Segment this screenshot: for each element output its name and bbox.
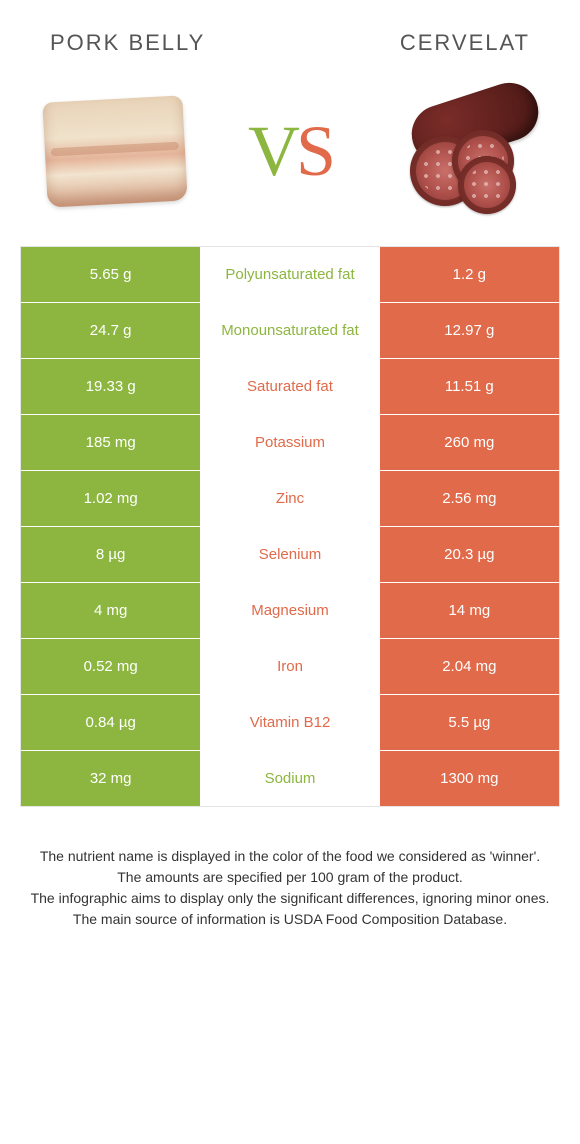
value-left: 0.52 mg xyxy=(21,639,200,694)
table-row: 0.52 mgIron2.04 mg xyxy=(21,638,559,694)
nutrient-label: Monounsaturated fat xyxy=(200,303,379,358)
value-left: 0.84 µg xyxy=(21,695,200,750)
header-row: Pork belly Cervelat xyxy=(20,20,560,66)
table-row: 185 mgPotassium260 mg xyxy=(21,414,559,470)
vs-v: V xyxy=(248,111,296,191)
footnote-line: The nutrient name is displayed in the co… xyxy=(30,847,550,866)
value-left: 19.33 g xyxy=(21,359,200,414)
value-right: 1300 mg xyxy=(380,751,559,806)
food-title-left: Pork belly xyxy=(50,30,205,56)
value-right: 1.2 g xyxy=(380,247,559,302)
nutrient-label: Vitamin B12 xyxy=(200,695,379,750)
nutrient-label: Saturated fat xyxy=(200,359,379,414)
pork-belly-image xyxy=(30,86,200,216)
pork-belly-icon xyxy=(42,95,187,207)
value-left: 5.65 g xyxy=(21,247,200,302)
value-right: 2.56 mg xyxy=(380,471,559,526)
value-right: 11.51 g xyxy=(380,359,559,414)
nutrient-label: Sodium xyxy=(200,751,379,806)
footnote-line: The infographic aims to display only the… xyxy=(30,889,550,908)
table-row: 24.7 gMonounsaturated fat12.97 g xyxy=(21,302,559,358)
value-right: 5.5 µg xyxy=(380,695,559,750)
table-row: 5.65 gPolyunsaturated fat1.2 g xyxy=(21,246,559,302)
nutrient-label: Selenium xyxy=(200,527,379,582)
table-row: 32 mgSodium1300 mg xyxy=(21,750,559,806)
nutrient-table: 5.65 gPolyunsaturated fat1.2 g24.7 gMono… xyxy=(20,246,560,807)
hero-row: VS xyxy=(20,66,560,246)
footnotes: The nutrient name is displayed in the co… xyxy=(20,807,560,929)
table-row: 4 mgMagnesium14 mg xyxy=(21,582,559,638)
value-left: 4 mg xyxy=(21,583,200,638)
vs-label: VS xyxy=(248,110,332,193)
value-left: 8 µg xyxy=(21,527,200,582)
nutrient-label: Magnesium xyxy=(200,583,379,638)
value-right: 260 mg xyxy=(380,415,559,470)
footnote-line: The main source of information is USDA F… xyxy=(30,910,550,929)
nutrient-label: Zinc xyxy=(200,471,379,526)
vs-s: S xyxy=(296,111,332,191)
cervelat-slice-icon xyxy=(458,156,516,214)
table-row: 0.84 µgVitamin B125.5 µg xyxy=(21,694,559,750)
nutrient-label: Polyunsaturated fat xyxy=(200,247,379,302)
table-row: 19.33 gSaturated fat11.51 g xyxy=(21,358,559,414)
value-right: 14 mg xyxy=(380,583,559,638)
table-row: 8 µgSelenium20.3 µg xyxy=(21,526,559,582)
food-title-right: Cervelat xyxy=(400,30,530,56)
cervelat-image xyxy=(380,86,550,216)
value-right: 2.04 mg xyxy=(380,639,559,694)
nutrient-label: Potassium xyxy=(200,415,379,470)
value-right: 12.97 g xyxy=(380,303,559,358)
value-left: 24.7 g xyxy=(21,303,200,358)
value-left: 1.02 mg xyxy=(21,471,200,526)
footnote-line: The amounts are specified per 100 gram o… xyxy=(30,868,550,887)
value-right: 20.3 µg xyxy=(380,527,559,582)
table-row: 1.02 mgZinc2.56 mg xyxy=(21,470,559,526)
nutrient-label: Iron xyxy=(200,639,379,694)
value-left: 32 mg xyxy=(21,751,200,806)
value-left: 185 mg xyxy=(21,415,200,470)
